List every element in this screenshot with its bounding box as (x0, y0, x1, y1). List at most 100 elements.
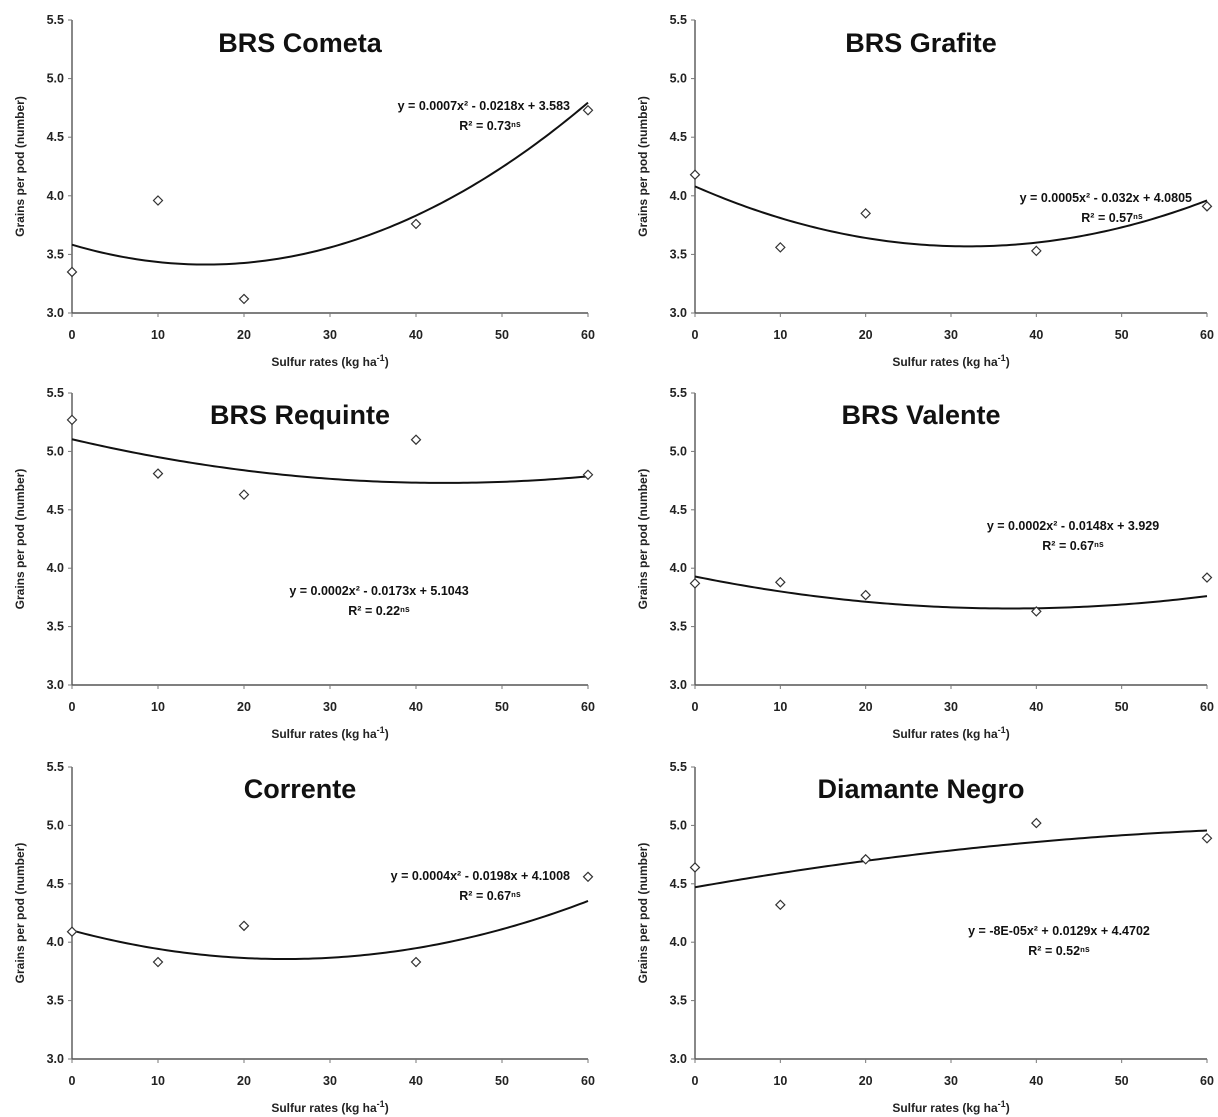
x-tick-label: 0 (69, 700, 76, 714)
x-axis-label-superscript: -1 (998, 353, 1006, 363)
x-tick-label: 10 (773, 700, 787, 714)
x-axis-label: Sulfur rates (kg ha-1) (892, 353, 1009, 369)
data-point (152, 468, 164, 479)
y-tick-label: 4.5 (670, 877, 687, 891)
x-axis-label-end: ) (1006, 1101, 1010, 1115)
y-tick-label: 5.0 (670, 72, 687, 86)
data-point (860, 853, 872, 865)
y-tick-label: 3.0 (47, 678, 64, 692)
y-tick-label: 4.0 (47, 561, 64, 575)
x-axis-label-superscript: -1 (998, 725, 1006, 735)
data-point (1201, 200, 1213, 212)
x-axis-label-superscript: -1 (377, 353, 385, 363)
r-squared-label: R² = 0.57ⁿˢ (1081, 211, 1143, 225)
x-tick-label: 50 (1115, 700, 1129, 714)
y-tick-label: 5.0 (47, 72, 64, 86)
x-tick-label: 0 (69, 328, 76, 342)
data-point (66, 926, 78, 938)
x-tick-label: 30 (323, 1074, 337, 1088)
x-tick-label: 50 (495, 700, 509, 714)
x-axis-label-text: Sulfur rates (kg ha (271, 1101, 377, 1115)
y-axis-label: Grains per pod (number) (13, 469, 27, 610)
y-tick-label: 3.0 (670, 678, 687, 692)
x-tick-label: 20 (859, 328, 873, 342)
x-axis-label-end: ) (385, 1101, 389, 1115)
y-tick-label: 4.5 (47, 130, 64, 144)
x-tick-label: 40 (409, 700, 423, 714)
x-tick-label: 60 (581, 700, 595, 714)
x-tick-label: 0 (692, 1074, 699, 1088)
y-tick-label: 4.5 (47, 503, 64, 517)
r-squared-label: R² = 0.73ⁿˢ (459, 119, 521, 133)
chart-panel: 3.0 3.5 4.0 4.5 5.0 5.5 0 10 20 30 40 50 60 Sulfur ra… (636, 760, 1214, 1115)
data-point (152, 956, 164, 968)
r-squared-label: R² = 0.67ⁿˢ (1042, 539, 1104, 553)
data-point (152, 195, 164, 206)
fit-curve (71, 900, 589, 961)
x-tick-label: 30 (944, 700, 958, 714)
x-axis-label: Sulfur rates (kg ha-1) (892, 725, 1009, 741)
y-tick-label: 5.5 (670, 760, 687, 774)
data-point (582, 469, 594, 481)
y-tick-label: 4.0 (670, 189, 687, 203)
x-tick-label: 50 (1115, 328, 1129, 342)
x-tick-label: 20 (859, 1074, 873, 1088)
data-point (689, 862, 701, 873)
chart-panel: 3.0 3.5 4.0 4.5 5.0 5.5 0 10 20 30 40 50 60 Sulfur ra… (13, 386, 595, 741)
data-point (66, 266, 78, 278)
fit-curve (71, 438, 589, 484)
x-tick-label: 60 (581, 328, 595, 342)
x-tick-label: 10 (773, 328, 787, 342)
chart-title: BRS Valente (841, 400, 1000, 430)
y-tick-label: 3.0 (670, 1052, 687, 1066)
y-tick-label: 5.5 (670, 13, 687, 27)
x-tick-label: 20 (237, 1074, 251, 1088)
x-tick-label: 40 (1029, 1074, 1043, 1088)
y-tick-label: 5.5 (47, 760, 64, 774)
x-axis-label-text: Sulfur rates (kg ha (892, 727, 998, 741)
chart-panel: 3.0 3.5 4.0 4.5 5.0 5.5 0 10 20 30 40 50 60 Sulfur ra… (636, 386, 1214, 741)
x-tick-label: 50 (495, 328, 509, 342)
y-axis-label: Grains per pod (number) (13, 843, 27, 984)
y-tick-label: 5.0 (670, 818, 687, 832)
x-axis-label-superscript: -1 (377, 725, 385, 735)
y-tick-label: 4.0 (670, 935, 687, 949)
x-tick-label: 20 (237, 700, 251, 714)
x-tick-label: 20 (237, 328, 251, 342)
x-axis-label: Sulfur rates (kg ha-1) (271, 353, 388, 369)
x-axis-label-text: Sulfur rates (kg ha (892, 1101, 998, 1115)
y-tick-label: 4.5 (47, 877, 64, 891)
y-tick-label: 3.5 (47, 620, 64, 634)
data-point (1201, 832, 1213, 844)
y-tick-label: 5.0 (670, 444, 687, 458)
trend-equation: y = -8E-05x² + 0.0129x + 4.4702 (968, 924, 1150, 938)
chart-panel: 3.0 3.5 4.0 4.5 5.0 5.5 0 10 20 30 40 50 60 Sulfur ra… (13, 760, 595, 1115)
x-tick-label: 20 (859, 700, 873, 714)
data-point (1201, 572, 1213, 583)
y-tick-label: 5.0 (47, 444, 64, 458)
fit-curve (71, 101, 589, 266)
data-point (410, 434, 422, 446)
trend-equation: y = 0.0005x² - 0.032x + 4.0805 (1020, 191, 1192, 205)
x-tick-label: 10 (773, 1074, 787, 1088)
y-axis-label: Grains per pod (number) (13, 96, 27, 237)
data-point (1030, 606, 1042, 617)
data-point (689, 169, 701, 181)
x-tick-label: 50 (1115, 1074, 1129, 1088)
r-squared-label: R² = 0.67ⁿˢ (459, 889, 521, 903)
x-tick-label: 60 (1200, 328, 1214, 342)
data-point (238, 293, 250, 305)
y-tick-label: 4.0 (47, 935, 64, 949)
x-axis-label-text: Sulfur rates (kg ha (271, 355, 377, 369)
chart-panel: 3.0 3.5 4.0 4.5 5.0 5.5 0 10 20 30 40 50 60 Sulfur ra… (636, 13, 1214, 369)
x-axis-label-end: ) (385, 355, 389, 369)
r-squared-label: R² = 0.52ⁿˢ (1028, 944, 1090, 958)
y-tick-label: 4.5 (670, 503, 687, 517)
x-tick-label: 30 (944, 328, 958, 342)
y-tick-label: 4.0 (47, 189, 64, 203)
r-squared-label: R² = 0.22ⁿˢ (348, 604, 410, 618)
trend-equation: y = 0.0004x² - 0.0198x + 4.1008 (391, 869, 570, 883)
chart-panel: 3.0 3.5 4.0 4.5 5.0 5.5 0 10 20 30 40 50 60 Sulfur ra… (13, 13, 595, 369)
y-tick-label: 3.5 (670, 994, 687, 1008)
x-tick-label: 60 (1200, 1074, 1214, 1088)
